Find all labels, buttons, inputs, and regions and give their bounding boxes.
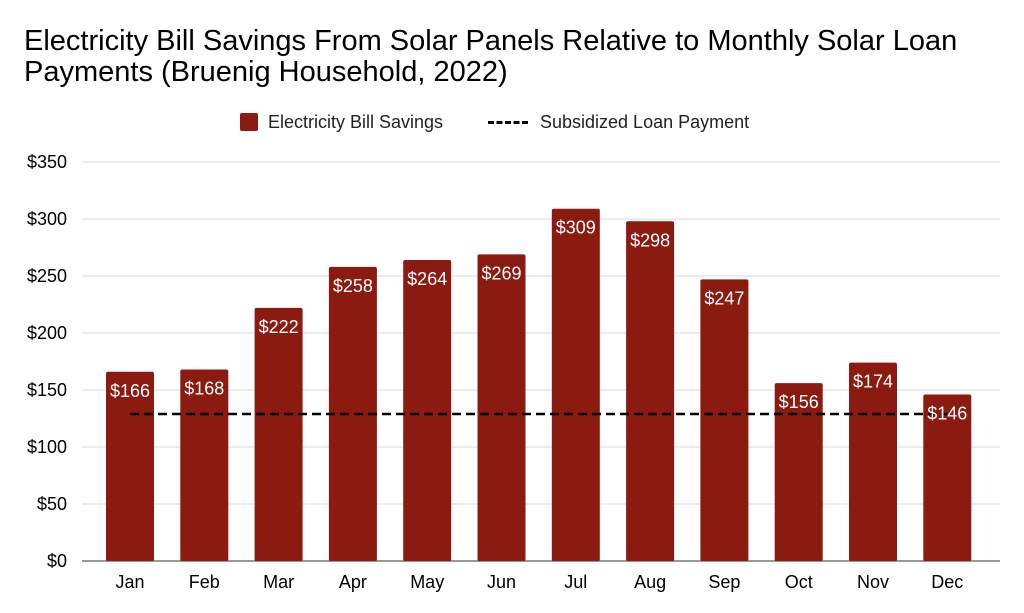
x-tick-label: Jun (487, 572, 516, 592)
x-tick-label: Jan (115, 572, 144, 592)
bar-nov (849, 362, 897, 561)
bar-sep (700, 279, 749, 561)
y-tick-label: $150 (27, 380, 67, 400)
bar-data-label: $222 (259, 317, 299, 337)
chart-title: Electricity Bill Savings From Solar Pane… (24, 25, 958, 88)
bar-data-label: $247 (704, 288, 744, 308)
legend: Electricity Bill Savings Subsidized Loan… (0, 110, 1024, 134)
x-tick-label: Oct (785, 572, 813, 592)
bar-data-label: $258 (333, 276, 373, 296)
x-tick-label: Aug (634, 572, 666, 592)
y-tick-label: $100 (27, 437, 67, 457)
x-tick-label: Jul (564, 572, 587, 592)
x-tick-label: Sep (708, 572, 740, 592)
x-tick-label: Nov (857, 572, 889, 592)
legend-item-savings: Electricity Bill Savings (240, 110, 443, 134)
bar-jan (106, 371, 154, 561)
y-axis-ticks: $0 $50 $100 $150 $200 $250 $300 $350 (27, 152, 67, 571)
bar-data-label: $168 (184, 378, 224, 398)
bar-apr (328, 266, 377, 561)
bar-data-label: $298 (630, 230, 670, 250)
legend-label-savings: Electricity Bill Savings (268, 111, 444, 132)
bar-data-label: $166 (110, 381, 150, 401)
legend-item-loan: Subsidized Loan Payment (488, 110, 749, 134)
bar-mar (254, 307, 303, 561)
x-tick-label: Apr (339, 572, 367, 592)
bar-oct (774, 383, 823, 561)
bar-data-label: $146 (927, 404, 967, 424)
bar-data-label: $264 (407, 269, 447, 289)
bar-data-label: $269 (481, 263, 521, 283)
bars (106, 208, 972, 562)
legend-swatch-dashed-line (488, 120, 528, 124)
bar-data-label: $156 (779, 392, 819, 412)
bar-jul (551, 208, 600, 562)
y-tick-label: $350 (27, 152, 67, 172)
y-tick-label: $200 (27, 323, 67, 343)
bar-data-label: $174 (853, 372, 893, 392)
bar-data-labels: $166 $168 $222 $258 $264 $269 $309 $298 $247 $156… (110, 218, 967, 424)
y-tick-label: $300 (27, 209, 67, 229)
x-tick-label: Dec (931, 572, 963, 592)
bar-aug (626, 221, 675, 561)
bar-feb (180, 369, 229, 561)
bar-dec (923, 394, 972, 561)
legend-label-loan: Subsidized Loan Payment (540, 111, 750, 132)
gridlines (82, 161, 1000, 562)
y-tick-label: $250 (27, 266, 67, 286)
x-tick-label: Feb (189, 572, 220, 592)
x-axis-ticks: Jan Feb Mar Apr May Jun Jul Aug Sep Oct Nov Dec (115, 572, 963, 592)
x-tick-label: May (410, 572, 444, 592)
bar-may (403, 260, 452, 561)
legend-swatch-bar (240, 113, 258, 131)
bar-data-label: $309 (556, 218, 596, 238)
y-tick-label: $0 (47, 551, 67, 571)
y-tick-label: $50 (37, 494, 67, 514)
bar-jun (477, 254, 526, 561)
x-tick-label: Mar (263, 572, 294, 592)
